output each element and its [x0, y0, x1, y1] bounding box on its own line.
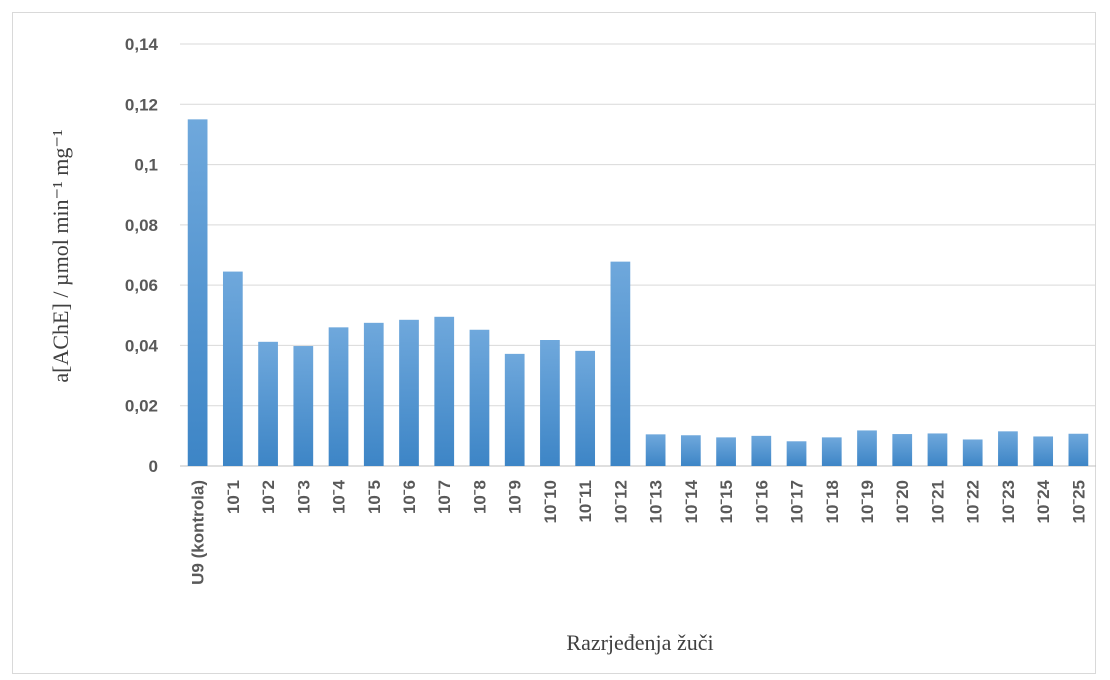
bar — [363, 322, 384, 466]
bar — [293, 346, 314, 466]
bar — [469, 329, 490, 466]
bar — [645, 434, 666, 466]
x-tick-label: 10ˉ20 — [893, 480, 912, 523]
x-tick-label: 10ˉ10 — [541, 480, 560, 523]
y-axis-ticks: 0 0,02 0,04 0,06 0,08 0,1 0,12 0,14 — [125, 35, 159, 476]
x-tick-label: 10ˉ21 — [928, 480, 947, 523]
bar — [187, 119, 208, 466]
bar — [504, 353, 525, 466]
x-tick-label: 10ˉ14 — [682, 479, 701, 523]
x-tick-label: 10ˉ16 — [752, 480, 771, 523]
x-axis-title: Razrjeđenja žuči — [566, 630, 713, 655]
bar — [258, 341, 278, 466]
y-tick-label: 0,02 — [125, 397, 158, 416]
bar — [927, 433, 948, 466]
x-tick-label: 10ˉ7 — [435, 480, 454, 514]
x-tick-label: 10ˉ17 — [788, 480, 807, 523]
y-tick-label: 0,06 — [125, 276, 158, 295]
bar — [399, 319, 419, 466]
x-tick-label: 10ˉ24 — [1034, 479, 1053, 523]
bar — [892, 434, 913, 466]
x-tick-label: 10ˉ13 — [647, 480, 666, 523]
x-tick-label: 10ˉ25 — [1069, 480, 1088, 523]
x-tick-label: U9 (kontrola) — [189, 480, 208, 585]
x-axis-ticks: U9 (kontrola) 10ˉ1 10ˉ2 10ˉ3 10ˉ4 10ˉ5 10ˉ6 10ˉ… — [189, 479, 1089, 584]
y-tick-label: 0,1 — [134, 156, 158, 175]
x-tick-label: 10ˉ1 — [224, 480, 243, 514]
bar — [962, 439, 983, 466]
y-tick-label: 0 — [149, 457, 158, 476]
x-tick-label: 10ˉ11 — [576, 480, 595, 523]
bar — [222, 271, 243, 466]
x-tick-label: 10ˉ5 — [365, 480, 384, 514]
bar — [1068, 433, 1089, 466]
bar — [540, 340, 560, 466]
x-tick-label: 10ˉ8 — [470, 480, 489, 514]
bar — [821, 437, 842, 466]
bar — [328, 327, 349, 466]
x-tick-label: 10ˉ9 — [506, 480, 525, 514]
y-axis-title: a[AChE] / µmol min⁻¹ mg⁻¹ — [48, 129, 73, 382]
y-tick-label: 0,14 — [125, 35, 159, 54]
x-tick-label: 10ˉ15 — [717, 480, 736, 523]
x-tick-label: 10ˉ23 — [999, 480, 1018, 523]
bar — [716, 437, 736, 466]
x-tick-label: 10ˉ6 — [400, 480, 419, 514]
x-tick-label: 10ˉ22 — [964, 480, 983, 523]
x-tick-label: 10ˉ12 — [611, 480, 630, 523]
bar — [998, 431, 1018, 466]
bar — [786, 441, 807, 466]
bar — [857, 430, 877, 466]
x-tick-label: 10ˉ18 — [823, 480, 842, 523]
x-tick-label: 10ˉ19 — [858, 480, 877, 523]
bar — [1033, 436, 1054, 466]
x-tick-label: 10ˉ4 — [330, 479, 349, 514]
gridlines — [180, 43, 1096, 467]
bar — [751, 435, 772, 466]
x-tick-label: 10ˉ2 — [259, 480, 278, 514]
x-tick-label: 10ˉ3 — [294, 480, 313, 514]
bar — [610, 261, 631, 466]
bar — [680, 435, 701, 466]
bars — [187, 119, 1089, 466]
y-tick-label: 0,04 — [125, 336, 159, 355]
bar — [575, 350, 596, 466]
bar — [434, 316, 455, 466]
y-tick-label: 0,08 — [125, 216, 158, 235]
y-tick-label: 0,12 — [125, 95, 158, 114]
